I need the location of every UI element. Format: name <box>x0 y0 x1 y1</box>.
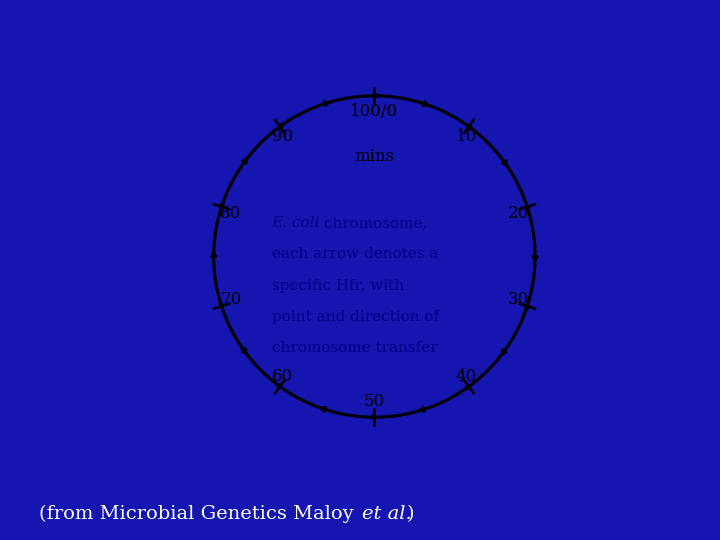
Text: (from Microbial Genetics Maloy: (from Microbial Genetics Maloy <box>39 505 360 523</box>
Text: mins: mins <box>354 147 395 165</box>
Text: 100/0: 100/0 <box>351 103 398 120</box>
Text: 80: 80 <box>220 205 241 222</box>
Text: ): ) <box>407 505 414 523</box>
Text: 60: 60 <box>272 368 293 386</box>
Text: 90: 90 <box>272 127 293 145</box>
Text: chromosome transfer: chromosome transfer <box>271 341 437 355</box>
Text: E. coli: E. coli <box>271 216 320 230</box>
Text: 10: 10 <box>456 127 477 145</box>
Text: chromosome,: chromosome, <box>319 216 427 230</box>
Text: specific Hfr, with: specific Hfr, with <box>271 279 404 293</box>
Text: 70: 70 <box>220 291 241 308</box>
Text: 40: 40 <box>456 368 477 386</box>
Text: et al.: et al. <box>362 505 412 523</box>
Text: 30: 30 <box>508 291 528 308</box>
Text: 20: 20 <box>508 205 528 222</box>
Text: point and direction of: point and direction of <box>271 310 439 324</box>
Text: 50: 50 <box>364 393 385 410</box>
Text: each arrow denotes a: each arrow denotes a <box>271 247 438 261</box>
